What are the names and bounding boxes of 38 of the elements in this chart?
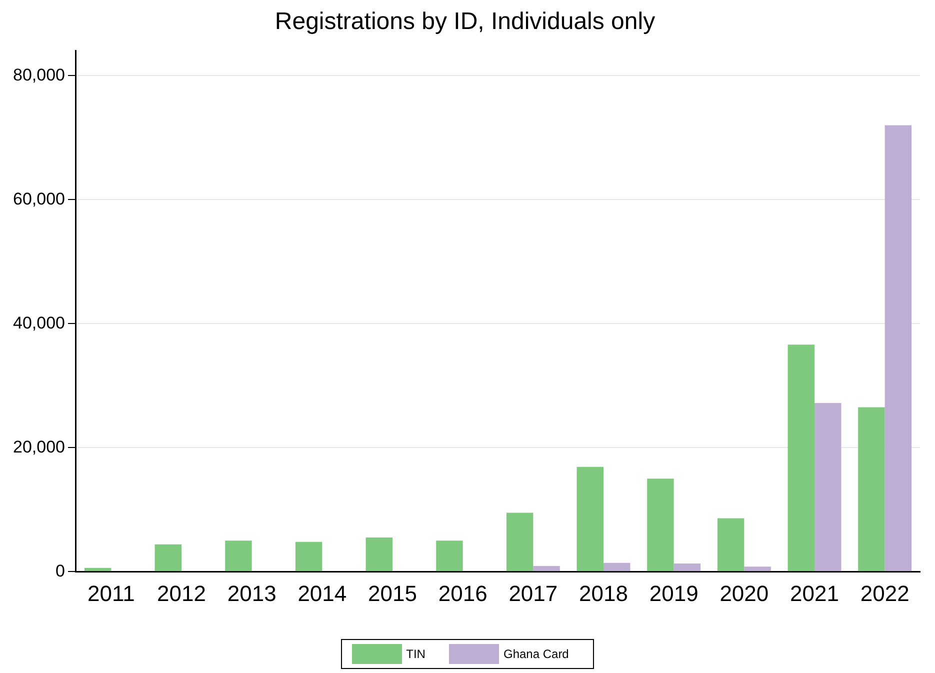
- x-tick-label: 2019: [649, 580, 698, 606]
- bar: [647, 478, 674, 572]
- chart-title: Registrations by ID, Individuals only: [274, 8, 656, 36]
- bar: [884, 125, 912, 572]
- bar: [366, 538, 392, 572]
- bar: [814, 402, 842, 572]
- x-tick-label: 2013: [227, 580, 276, 606]
- bar: [295, 542, 322, 572]
- bar: [858, 407, 885, 572]
- x-tick-label: 2016: [438, 580, 488, 606]
- bar: [506, 512, 534, 572]
- x-tick-label: 2020: [720, 580, 769, 606]
- bar: [674, 564, 701, 572]
- x-tick-label: 2022: [860, 580, 910, 606]
- bar: [717, 518, 744, 572]
- x-tick-label: 2015: [368, 580, 417, 606]
- x-tick-label: 2017: [508, 580, 558, 606]
- x-tick-label: 2012: [157, 580, 206, 606]
- y-tick-label: 0: [56, 561, 65, 580]
- y-tick-label: 60,000: [12, 189, 65, 208]
- bar: [744, 566, 771, 572]
- bar: [154, 544, 182, 572]
- bar: [576, 466, 604, 572]
- y-tick-label: 40,000: [12, 313, 65, 332]
- bar: [788, 344, 814, 572]
- y-tick-label: 20,000: [12, 437, 65, 456]
- legend-label: TIN: [406, 647, 426, 661]
- bar: [604, 562, 630, 572]
- x-tick-label: 2018: [579, 580, 628, 606]
- bar: [84, 568, 112, 572]
- bar: [436, 540, 463, 572]
- bar: [225, 540, 252, 572]
- x-tick-label: 2014: [298, 580, 347, 606]
- legend-label: Ghana Card: [503, 647, 569, 661]
- bar: [533, 566, 560, 572]
- x-tick-label: 2011: [88, 580, 135, 606]
- x-tick-label: 2021: [790, 580, 839, 606]
- y-tick-label: 80,000: [12, 65, 65, 84]
